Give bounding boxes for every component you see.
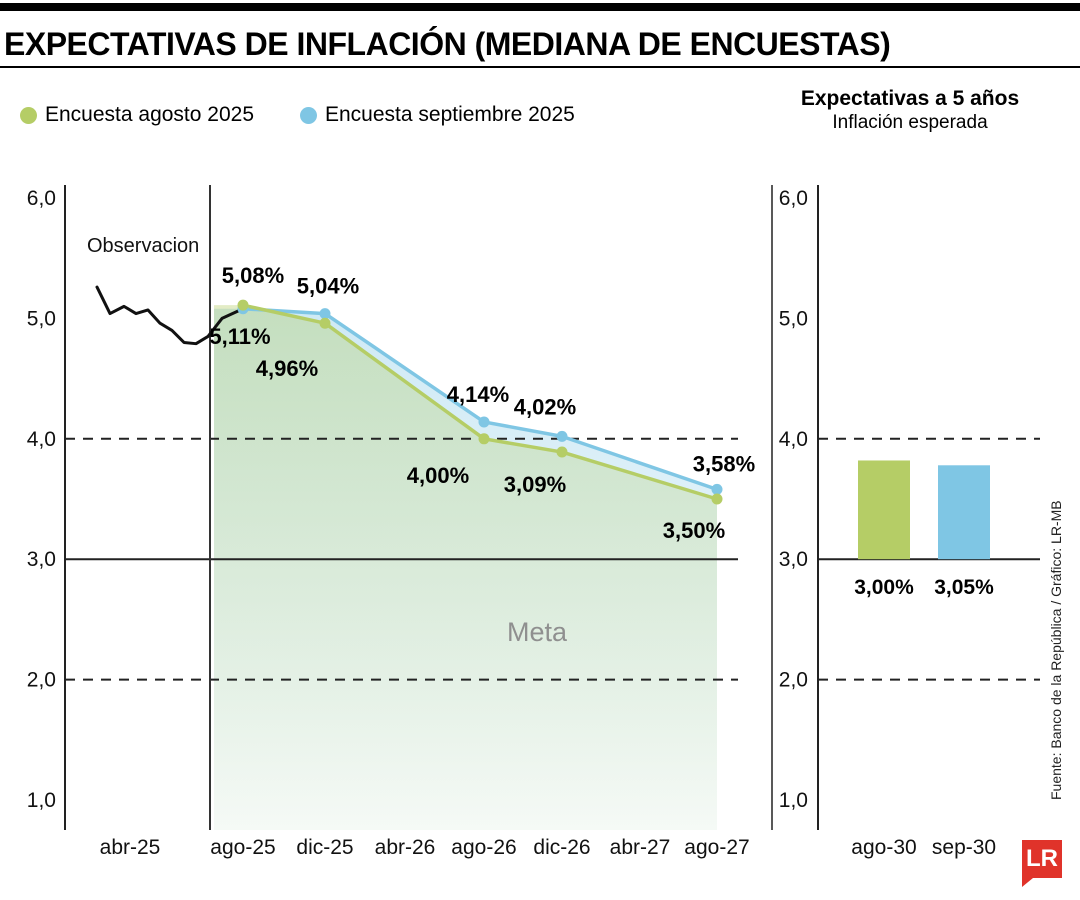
- point-label: 5,08%: [222, 263, 284, 288]
- bar: [938, 465, 990, 560]
- lr-logo-tail-icon: [1022, 878, 1033, 887]
- series-area: [214, 305, 717, 830]
- right-panel-subtitle: Inflación esperada: [832, 112, 988, 133]
- legend-dot-blue-icon: [300, 106, 317, 124]
- source-credit: Fuente: Banco de la República / Gráfico:…: [1048, 500, 1064, 800]
- y-tick-label: 4,0: [27, 428, 56, 451]
- point-label: 3,58%: [693, 451, 755, 476]
- x-tick-label: abr-26: [375, 836, 436, 859]
- y-tick-label: 4,0: [779, 428, 808, 451]
- point-label: 4,00%: [407, 463, 469, 488]
- legend-dot-green-icon: [20, 106, 37, 124]
- meta-label: Meta: [507, 617, 568, 647]
- point-label: 4,02%: [514, 394, 576, 419]
- point-label: 3,09%: [504, 472, 566, 497]
- y-tick-label: 6,0: [27, 187, 56, 210]
- data-point: [711, 493, 723, 505]
- legend-item-agosto: Encuesta agosto 2025: [20, 103, 254, 127]
- data-point: [319, 317, 331, 329]
- legend-label-septiembre: Encuesta septiembre 2025: [325, 103, 575, 126]
- y-tick-label: 1,0: [779, 789, 808, 812]
- x-tick-label: abr-27: [610, 836, 671, 859]
- data-point: [478, 416, 490, 428]
- x-tick-label: sep-30: [932, 836, 996, 859]
- right-panel-header: Expectativas a 5 años Inflación esperada: [760, 86, 1060, 135]
- y-tick-label: 3,0: [27, 548, 56, 571]
- x-tick-label: dic-26: [533, 836, 590, 859]
- bar-value-label: 3,05%: [934, 576, 994, 599]
- legend-label-agosto: Encuesta agosto 2025: [45, 103, 254, 126]
- observed-line: [95, 285, 245, 346]
- y-tick-label: 1,0: [27, 789, 56, 812]
- x-tick-label: ago-27: [684, 836, 749, 859]
- legend-item-septiembre: Encuesta septiembre 2025: [300, 103, 575, 127]
- data-point: [319, 308, 331, 320]
- point-label: 5,11%: [209, 324, 270, 349]
- right-panel-title: Expectativas a 5 años: [800, 87, 1020, 110]
- page-title: EXPECTATIVAS DE INFLACIÓN (MEDIANA DE EN…: [4, 26, 891, 62]
- x-tick-label: ago-25: [210, 836, 275, 859]
- data-point: [237, 299, 249, 311]
- y-tick-label: 5,0: [27, 307, 56, 330]
- title-divider: [0, 66, 1080, 68]
- data-point: [478, 433, 490, 445]
- x-tick-label: ago-26: [451, 836, 516, 859]
- y-tick-label: 2,0: [779, 669, 808, 692]
- lr-logo: LR: [1022, 840, 1062, 887]
- data-point: [711, 483, 723, 495]
- observation-label: Observacion: [87, 235, 199, 257]
- bar: [858, 460, 910, 560]
- data-point: [556, 446, 568, 458]
- point-label: 4,96%: [256, 356, 318, 381]
- y-tick-label: 5,0: [779, 307, 808, 330]
- x-tick-label: dic-25: [296, 836, 353, 859]
- lr-logo-text: LR: [1026, 845, 1058, 872]
- y-tick-label: 3,0: [779, 548, 808, 571]
- point-label: 3,50%: [663, 518, 725, 543]
- y-tick-label: 6,0: [779, 187, 808, 210]
- x-tick-label: ago-30: [851, 836, 916, 859]
- top-bar: [0, 3, 1080, 11]
- data-point: [556, 430, 568, 442]
- y-tick-label: 2,0: [27, 669, 56, 692]
- point-label: 4,14%: [447, 382, 509, 407]
- x-tick-label: abr-25: [100, 836, 161, 859]
- point-label: 5,04%: [297, 274, 359, 299]
- bar-value-label: 3,00%: [854, 576, 914, 599]
